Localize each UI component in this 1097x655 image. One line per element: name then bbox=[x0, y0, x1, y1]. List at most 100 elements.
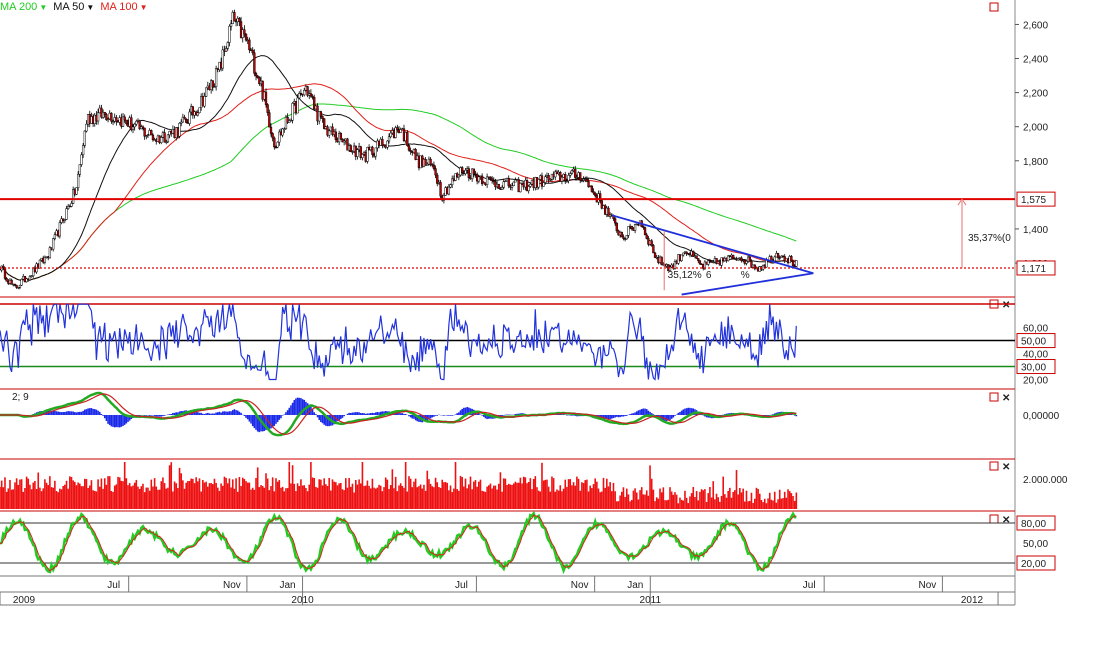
y-tick-label: 2,200 bbox=[1023, 89, 1048, 100]
candle-body bbox=[75, 187, 78, 195]
year-label: 2011 bbox=[640, 595, 662, 606]
candle-body bbox=[510, 185, 514, 188]
y-tick-label: 2,000 bbox=[1023, 123, 1048, 134]
candle-body bbox=[273, 137, 276, 148]
candle-body bbox=[389, 132, 392, 138]
candle-body bbox=[387, 136, 391, 142]
candle-body bbox=[642, 226, 645, 228]
close-icon[interactable]: ✕ bbox=[1002, 300, 1010, 311]
candle-body bbox=[111, 120, 115, 123]
candle-body bbox=[559, 172, 562, 182]
triangle-label: 6 bbox=[706, 270, 712, 281]
candle-body bbox=[436, 174, 439, 184]
y-tick-label: 2,400 bbox=[1023, 55, 1048, 66]
maximize-icon[interactable] bbox=[989, 2, 999, 12]
ma200-legend-item[interactable]: MA 200 ▼ bbox=[0, 1, 47, 15]
candle-body bbox=[773, 256, 776, 262]
candle-body bbox=[547, 175, 550, 181]
candle-body bbox=[334, 131, 337, 140]
maximize-icon[interactable] bbox=[989, 514, 999, 524]
candle-body bbox=[145, 135, 148, 137]
candle-body bbox=[198, 107, 201, 114]
candle-body bbox=[286, 116, 289, 123]
candle-body bbox=[504, 180, 507, 183]
candle-body bbox=[146, 134, 150, 136]
candle-body bbox=[256, 75, 259, 78]
candle-body bbox=[622, 236, 625, 239]
candle-body bbox=[630, 225, 633, 229]
candle-body bbox=[331, 126, 334, 135]
candle-body bbox=[226, 42, 229, 49]
candle-body bbox=[291, 103, 294, 121]
candle-body bbox=[131, 126, 135, 130]
candle-body bbox=[399, 129, 402, 133]
stoch-k-line bbox=[0, 510, 797, 575]
candle-body bbox=[276, 141, 279, 148]
maximize-icon[interactable] bbox=[989, 392, 999, 402]
ma50-legend-item[interactable]: MA 50 ▼ bbox=[53, 1, 94, 15]
candle-body bbox=[549, 179, 552, 181]
rsi-level-box bbox=[1016, 359, 1056, 375]
candle-body bbox=[243, 29, 246, 35]
stochastic-panel bbox=[0, 510, 1015, 575]
candle-body bbox=[707, 260, 710, 265]
candle-body bbox=[103, 111, 106, 115]
stoch-level-label: 80,00 bbox=[1021, 519, 1046, 530]
candle-body bbox=[697, 258, 700, 261]
candle-body bbox=[514, 179, 517, 183]
candle-body bbox=[53, 234, 57, 239]
volume-tick-label: 2.000.000 bbox=[1023, 475, 1068, 486]
candle-body bbox=[544, 176, 547, 183]
candle-body bbox=[228, 25, 231, 43]
candle-body bbox=[2, 265, 5, 269]
close-icon[interactable]: ✕ bbox=[1002, 515, 1010, 526]
candle-body bbox=[625, 235, 628, 240]
candle-body bbox=[748, 256, 751, 262]
candle-body bbox=[356, 149, 359, 157]
candle-body bbox=[288, 120, 291, 123]
candle-body bbox=[72, 189, 75, 204]
candle-body bbox=[682, 252, 685, 256]
candle-body bbox=[180, 121, 183, 124]
candle-body bbox=[542, 182, 545, 187]
ma100-legend-item[interactable]: MA 100 ▼ bbox=[100, 1, 147, 15]
candle-body bbox=[269, 126, 273, 134]
maximize-icon[interactable] bbox=[989, 461, 999, 471]
y-tick-label: 2,600 bbox=[1023, 20, 1048, 31]
rsi-level-label: 30,00 bbox=[1021, 363, 1046, 374]
candle-body bbox=[409, 150, 412, 152]
candle-body bbox=[67, 205, 70, 209]
candle-body bbox=[166, 134, 170, 143]
close-icon[interactable]: ✕ bbox=[1002, 462, 1010, 473]
candle-body bbox=[284, 116, 288, 130]
candle-body bbox=[76, 174, 80, 188]
candle-body bbox=[692, 250, 695, 257]
close-icon[interactable]: ✕ bbox=[1002, 393, 1010, 404]
candle-body bbox=[266, 104, 269, 113]
candle-body bbox=[512, 181, 515, 186]
candle-body bbox=[346, 138, 349, 151]
candle-body bbox=[727, 255, 730, 261]
candle-body bbox=[778, 257, 781, 259]
ma200-label: MA 200 bbox=[0, 1, 38, 13]
candle-body bbox=[349, 145, 352, 152]
candle-body bbox=[135, 120, 138, 125]
ma100-label: MA 100 bbox=[100, 1, 138, 13]
candle-body bbox=[313, 97, 316, 110]
candle-body bbox=[185, 118, 188, 123]
candle-body bbox=[467, 168, 470, 179]
price-panel: 35,12% 6 % 35,37%(0 bbox=[0, 9, 1015, 296]
candle-body bbox=[18, 284, 22, 288]
candle-body bbox=[81, 145, 85, 156]
candle-body bbox=[58, 222, 62, 237]
candle-body bbox=[160, 137, 163, 143]
triangle-pattern bbox=[611, 214, 814, 296]
macd-panel: 2; 9 bbox=[0, 391, 798, 437]
candle-body bbox=[78, 164, 81, 175]
candle-body bbox=[351, 151, 354, 153]
candle-body bbox=[80, 154, 83, 165]
candle-body bbox=[519, 183, 522, 193]
year-label: 2010 bbox=[291, 595, 314, 606]
candle-body bbox=[298, 92, 301, 99]
candle-body bbox=[83, 130, 86, 146]
